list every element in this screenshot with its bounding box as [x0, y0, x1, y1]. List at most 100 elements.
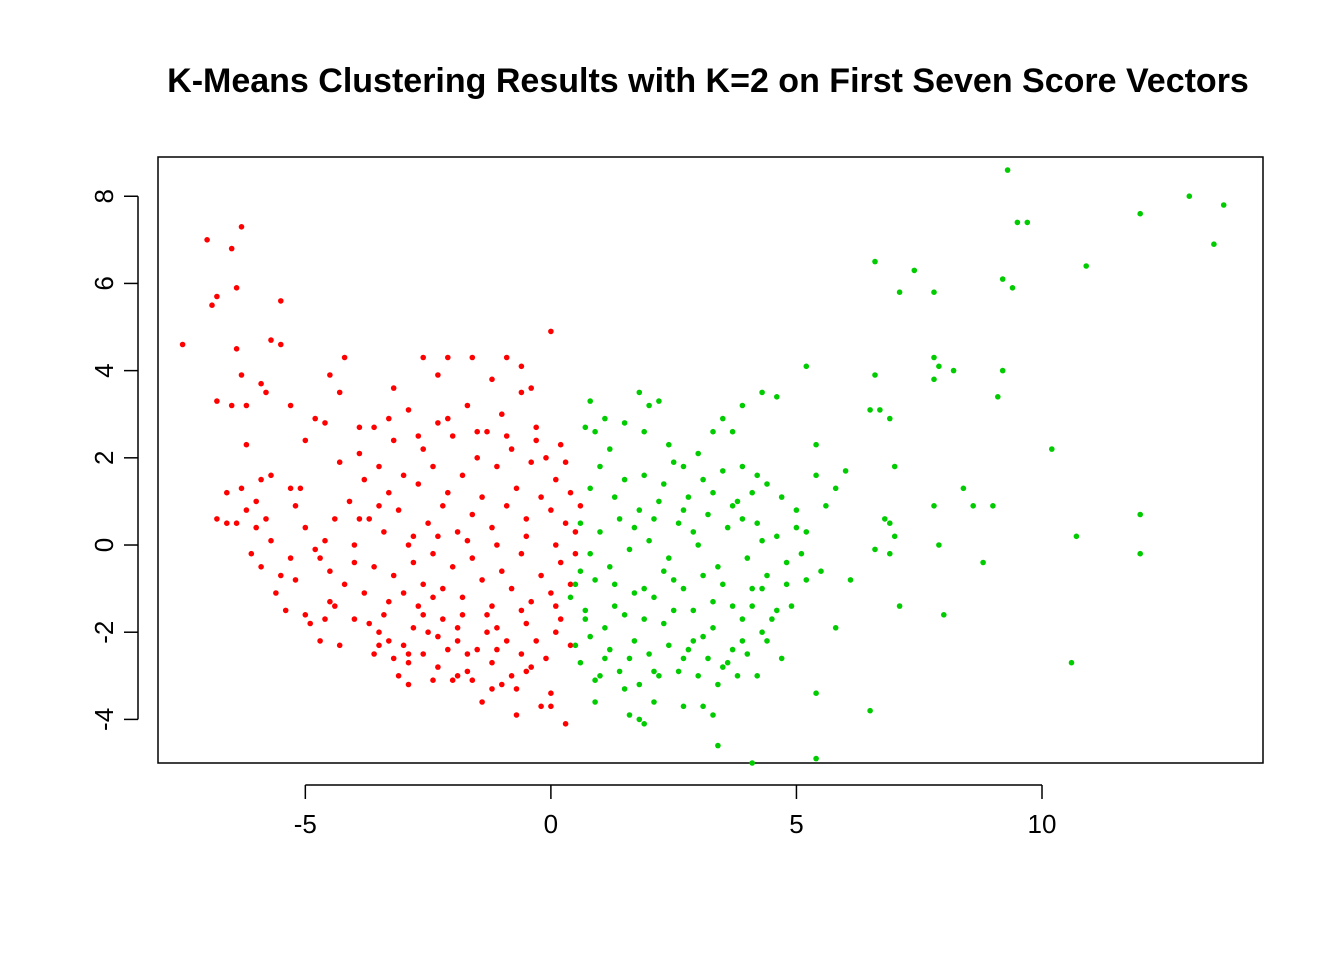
- data-point: [474, 646, 481, 653]
- data-point: [729, 646, 736, 653]
- data-point: [464, 537, 471, 544]
- data-point: [793, 524, 800, 531]
- data-point: [690, 638, 697, 644]
- data-point: [233, 520, 240, 526]
- data-point: [592, 577, 598, 583]
- data-point: [931, 289, 937, 296]
- data-point: [533, 437, 539, 444]
- data-point: [651, 516, 657, 522]
- data-point: [415, 603, 422, 609]
- data-point: [469, 511, 476, 518]
- data-point: [749, 760, 755, 766]
- data-point: [430, 677, 436, 683]
- data-point: [332, 603, 338, 609]
- data-point: [351, 616, 358, 622]
- data-point: [204, 237, 210, 243]
- data-point: [710, 712, 716, 718]
- data-point: [386, 415, 392, 422]
- data-point: [273, 590, 279, 596]
- data-point: [528, 664, 534, 670]
- data-point: [518, 363, 525, 370]
- data-point: [454, 638, 461, 644]
- data-point: [494, 625, 500, 631]
- data-point: [641, 721, 647, 727]
- data-point: [503, 433, 510, 439]
- data-point: [911, 267, 918, 274]
- data-point: [332, 516, 338, 522]
- data-point: [543, 655, 549, 662]
- data-point: [518, 389, 525, 396]
- data-point: [759, 537, 765, 544]
- data-point: [548, 590, 554, 596]
- data-point: [454, 673, 461, 679]
- data-point: [710, 489, 716, 496]
- data-point: [729, 603, 736, 609]
- data-point: [543, 455, 549, 461]
- data-point: [896, 289, 903, 296]
- data-point: [710, 598, 716, 605]
- data-point: [508, 585, 515, 592]
- data-point: [1073, 533, 1080, 540]
- data-point: [464, 402, 471, 409]
- data-point: [577, 520, 584, 526]
- data-point: [587, 485, 593, 492]
- data-point: [749, 585, 755, 592]
- data-point: [538, 703, 544, 710]
- y-tick-label: 8: [89, 189, 119, 203]
- data-point: [317, 638, 323, 644]
- data-point: [931, 503, 937, 509]
- data-point: [435, 372, 441, 378]
- data-point: [390, 655, 397, 662]
- data-point: [646, 537, 652, 544]
- data-point: [508, 446, 515, 452]
- data-point: [720, 468, 726, 474]
- x-axis: -5 0 5 10: [294, 784, 1056, 839]
- data-point: [361, 590, 368, 596]
- data-point: [548, 703, 554, 710]
- data-point: [405, 407, 412, 413]
- data-point: [557, 616, 564, 622]
- data-point: [538, 494, 544, 500]
- data-point: [405, 542, 412, 548]
- data-point: [572, 529, 579, 535]
- data-point: [336, 389, 343, 396]
- data-point: [371, 651, 377, 657]
- data-point: [631, 638, 638, 644]
- data-point: [754, 520, 760, 526]
- data-point: [557, 559, 564, 566]
- data-point: [405, 659, 412, 666]
- data-point: [1024, 219, 1031, 226]
- data-point: [720, 415, 726, 422]
- data-point: [602, 415, 608, 422]
- data-point: [680, 463, 687, 470]
- data-point: [376, 503, 382, 509]
- data-point: [386, 598, 392, 605]
- data-point: [454, 529, 461, 535]
- data-point: [999, 367, 1006, 374]
- data-point: [243, 507, 250, 513]
- data-point: [592, 428, 598, 435]
- y-tick-label: -4: [89, 708, 119, 731]
- data-point: [243, 402, 250, 409]
- data-point: [759, 389, 765, 396]
- data-point: [454, 625, 461, 631]
- data-point: [386, 489, 392, 496]
- data-point: [449, 433, 456, 439]
- data-point: [749, 489, 755, 496]
- data-point: [651, 594, 657, 601]
- data-point: [788, 603, 795, 609]
- data-point: [577, 568, 584, 574]
- data-point: [233, 285, 240, 291]
- data-point: [346, 498, 353, 505]
- data-point: [445, 354, 451, 361]
- data-point: [479, 577, 485, 583]
- data-point: [680, 507, 687, 513]
- data-point: [390, 385, 397, 391]
- data-point: [538, 572, 544, 579]
- data-point: [292, 503, 299, 509]
- data-point: [631, 524, 638, 531]
- data-point: [582, 424, 589, 431]
- data-point: [528, 459, 534, 466]
- data-point: [445, 489, 451, 496]
